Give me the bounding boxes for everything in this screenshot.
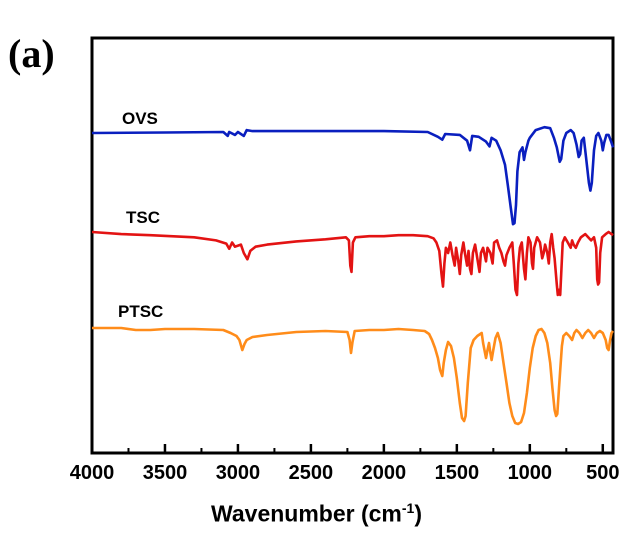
series-line-ptsc [92,326,615,426]
x-tick-label: 3000 [216,462,261,484]
series-label-ptsc: PTSC [118,302,163,321]
x-tick-label: 500 [586,462,619,484]
series-labels: OVS TSC PTSC [118,109,163,321]
x-axis-label: Wavenumber (cm-1) [211,500,422,527]
x-axis-ticks [90,444,605,453]
series-line-tsc [91,230,614,297]
series-lines [91,125,615,426]
x-axis-tick-labels: 4000 3500 3000 2500 2000 1500 1000 500 [70,462,620,484]
panel-label: (a) [8,31,55,76]
x-tick-label: 1000 [508,462,553,484]
x-tick-label: 3500 [143,462,188,484]
x-tick-label: 1500 [435,462,480,484]
x-tick-label: 2500 [289,462,334,484]
x-tick-label: 2000 [362,462,407,484]
plot-frame [90,36,615,455]
series-label-ovs: OVS [122,109,158,128]
series-label-tsc: TSC [126,208,160,227]
x-tick-label: 4000 [70,462,115,484]
series-line-ovs [91,125,615,226]
